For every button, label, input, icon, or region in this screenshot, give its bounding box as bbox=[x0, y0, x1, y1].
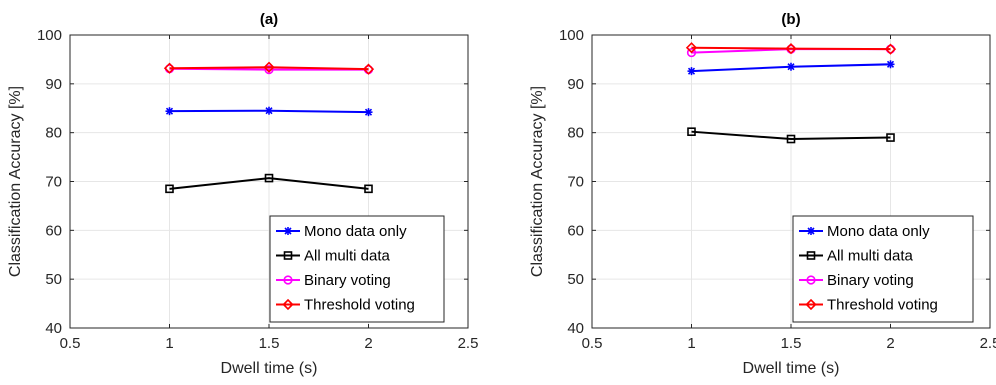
data-point bbox=[686, 47, 697, 58]
data-point bbox=[362, 63, 375, 75]
legend-entry: Mono data only bbox=[799, 223, 930, 240]
legend-label: Threshold voting bbox=[304, 297, 415, 314]
series-line bbox=[169, 177, 369, 190]
legend-label: Threshold voting bbox=[827, 297, 938, 314]
series-line bbox=[691, 46, 891, 51]
x-tick-label: 1 bbox=[687, 335, 695, 352]
data-point bbox=[787, 62, 795, 71]
y-axis-label: Classification Accuracy [%] bbox=[529, 86, 546, 277]
legend-entry: Mono data only bbox=[276, 223, 407, 240]
legend-marker bbox=[806, 251, 816, 260]
y-axis-label: Classification Accuracy [%] bbox=[7, 86, 24, 277]
series-line bbox=[691, 130, 891, 141]
legend-entry: Binary voting bbox=[276, 272, 391, 289]
data-point bbox=[884, 43, 897, 55]
series-line bbox=[169, 66, 369, 71]
x-axis-label: Dwell time (s) bbox=[743, 360, 840, 377]
data-point bbox=[685, 42, 698, 54]
y-tick-label: 90 bbox=[567, 76, 584, 93]
legend-marker bbox=[282, 298, 294, 311]
legend-marker bbox=[807, 227, 815, 235]
x-tick-label: 2 bbox=[886, 335, 894, 352]
y-tick-label: 60 bbox=[45, 222, 62, 239]
legend-entry: Threshold voting bbox=[799, 297, 938, 314]
data-point bbox=[886, 60, 895, 69]
x-tick-label: 0.5 bbox=[60, 335, 81, 352]
chart-title: (b) bbox=[781, 11, 800, 28]
x-axis-label: Dwell time (s) bbox=[221, 360, 318, 377]
x-tick-label: 1.5 bbox=[259, 335, 280, 352]
legend-entry: All multi data bbox=[276, 248, 391, 265]
series-threshold-voting bbox=[685, 42, 897, 55]
legend-entry: Threshold voting bbox=[276, 297, 415, 314]
y-tick-label: 70 bbox=[45, 174, 62, 191]
x-tick-label: 2.5 bbox=[980, 335, 996, 352]
y-tick-label: 100 bbox=[37, 27, 62, 44]
chart-panel-2: 0.5 1 1.5 2 2.5 40 50 60 70 80 90 100 (b) Dwell time … bbox=[529, 11, 996, 377]
data-point bbox=[785, 43, 797, 55]
data-point bbox=[364, 108, 373, 117]
legend-label: All multi data bbox=[827, 248, 914, 265]
chart-panel-1: 0.5 1 1.5 2 2.5 40 50 60 70 80 90 100 (a) Dwell time … bbox=[7, 11, 478, 377]
legend-box bbox=[792, 215, 974, 323]
legend-marker bbox=[283, 275, 293, 285]
data-point bbox=[263, 61, 275, 73]
data-point bbox=[163, 62, 176, 74]
y-tick-label: 70 bbox=[567, 174, 584, 191]
data-point bbox=[687, 127, 696, 136]
ticks: 0.5 1 1.5 2 2.5 40 50 60 70 80 90 100 bbox=[37, 27, 478, 352]
y-tick-label: 60 bbox=[567, 222, 584, 239]
legend: Mono data only All multi data Binary votin… bbox=[269, 215, 445, 323]
y-tick-label: 40 bbox=[45, 320, 62, 337]
legend-label: Binary voting bbox=[827, 272, 914, 289]
series-threshold-voting bbox=[163, 61, 375, 75]
legend-label: Mono data only bbox=[827, 223, 930, 240]
y-tick-label: 40 bbox=[567, 320, 584, 337]
series-mono-data-only bbox=[687, 60, 895, 76]
x-tick-label: 2.5 bbox=[458, 335, 479, 352]
x-tick-label: 1 bbox=[165, 335, 173, 352]
legend-entry: All multi data bbox=[799, 248, 914, 265]
y-tick-label: 90 bbox=[45, 76, 62, 93]
x-tick-label: 2 bbox=[364, 335, 372, 352]
chart-title: (a) bbox=[260, 11, 278, 28]
y-tick-label: 50 bbox=[567, 271, 584, 288]
legend-marker bbox=[806, 275, 816, 285]
legend-marker bbox=[283, 251, 293, 260]
data-point bbox=[886, 133, 895, 142]
legend-label: All multi data bbox=[304, 248, 391, 265]
series-mono-data-only bbox=[165, 106, 373, 117]
legend-label: Binary voting bbox=[304, 272, 391, 289]
x-tick-label: 1.5 bbox=[781, 335, 802, 352]
data-point bbox=[786, 134, 796, 144]
axes-box bbox=[591, 34, 991, 329]
y-tick-label: 50 bbox=[45, 271, 62, 288]
y-tick-label: 80 bbox=[567, 125, 584, 142]
axes-box bbox=[69, 34, 469, 329]
legend-marker bbox=[284, 227, 292, 235]
y-tick-label: 100 bbox=[559, 27, 584, 44]
data-point bbox=[264, 65, 274, 75]
data-point bbox=[265, 106, 273, 115]
legend-label: Mono data only bbox=[304, 223, 407, 240]
data-point bbox=[264, 173, 274, 183]
data-point bbox=[687, 67, 696, 76]
series-line bbox=[169, 67, 369, 71]
data-point bbox=[364, 184, 373, 194]
series-all-multi-data bbox=[165, 173, 373, 194]
data-point bbox=[165, 107, 174, 116]
legend-marker bbox=[805, 298, 817, 311]
data-point bbox=[165, 184, 174, 194]
y-tick-label: 80 bbox=[45, 125, 62, 142]
legend-entry: Binary voting bbox=[799, 272, 914, 289]
series-all-multi-data bbox=[687, 127, 895, 144]
x-tick-label: 0.5 bbox=[582, 335, 603, 352]
legend: Mono data only All multi data Binary votin… bbox=[792, 215, 974, 323]
